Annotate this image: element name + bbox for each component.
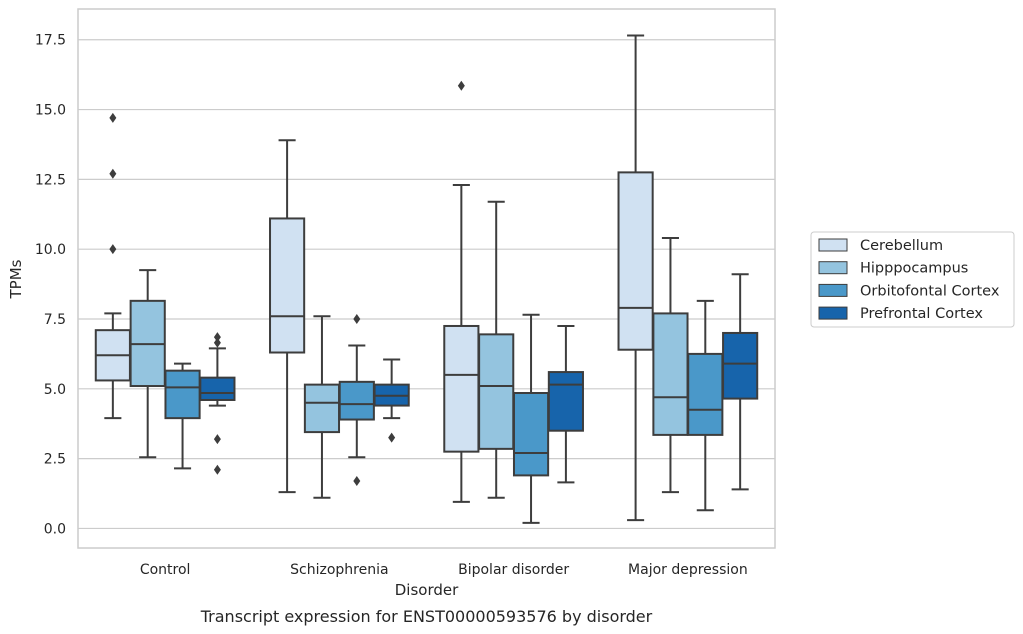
y-tick-label: 5.0	[44, 382, 66, 398]
outlier-point	[213, 434, 221, 445]
box	[617, 171, 654, 351]
legend-swatch	[818, 238, 848, 252]
legend-frame	[810, 231, 1015, 328]
outlier-point	[109, 244, 117, 255]
y-tick-label: 15.0	[35, 103, 66, 119]
box	[687, 352, 724, 436]
y-tick-label: 17.5	[35, 33, 66, 49]
box	[199, 376, 236, 401]
y-tick-label: 12.5	[35, 172, 66, 188]
y-axis-ticks: 0.0 2.5 5.0 7.5 10.0 12.5 15.0 17.5	[35, 33, 66, 538]
box	[269, 217, 306, 354]
outlier-point	[213, 337, 221, 348]
series-orbitofontal-cortex	[164, 299, 724, 524]
y-axis-label: TPMs	[7, 259, 25, 299]
x-tick-label: Major depression	[628, 562, 748, 578]
series-hipppocampus	[129, 200, 689, 499]
box	[652, 312, 689, 436]
outlier-point	[353, 313, 361, 324]
box-series-group	[94, 34, 759, 524]
x-axis-label: Disorder	[395, 581, 459, 599]
series-prefrontal-cortex	[199, 273, 759, 491]
chart-caption: Transcript expression for ENST0000059357…	[200, 607, 653, 626]
legend-swatch	[818, 283, 848, 297]
legend-swatch	[818, 261, 848, 275]
y-tick-label: 2.5	[44, 452, 66, 468]
x-tick-label: Control	[140, 562, 191, 578]
y-tick-label: 10.0	[35, 242, 66, 258]
box	[303, 383, 341, 434]
x-tick-label: Bipolar disorder	[458, 562, 569, 578]
y-tick-label: 0.0	[44, 521, 66, 537]
y-tick-label: 7.5	[44, 312, 66, 328]
x-tick-label: Schizophrenia	[290, 562, 388, 578]
legend: Cerebellum Hipppocampus Orbitofontal Corte…	[810, 231, 1015, 328]
box	[722, 331, 759, 400]
box	[164, 369, 201, 420]
outlier-point	[388, 432, 396, 443]
legend-label: Orbitofontal Cortex	[860, 283, 1000, 299]
outlier-point	[109, 168, 117, 179]
outlier-point	[213, 332, 221, 343]
x-axis-ticks: Control Schizophrenia Bipolar disorder Majo…	[140, 562, 748, 578]
legend-items: Cerebellum Hipppocampus Orbitofontal Corte…	[818, 238, 1000, 322]
box	[443, 324, 480, 453]
box	[547, 371, 584, 432]
box	[478, 333, 515, 450]
outlier-point	[109, 112, 117, 123]
series-cerebellum	[94, 34, 654, 522]
legend-label: Prefrontal Cortex	[860, 306, 983, 322]
box	[338, 380, 375, 421]
legend-swatch	[818, 306, 848, 320]
legend-label: Hipppocampus	[860, 261, 968, 277]
plot-area-frame	[77, 8, 776, 549]
box	[512, 392, 550, 477]
outlier-point	[353, 475, 361, 486]
outlier-point	[213, 464, 221, 475]
outlier-point	[457, 80, 465, 91]
legend-label: Cerebellum	[860, 238, 943, 254]
